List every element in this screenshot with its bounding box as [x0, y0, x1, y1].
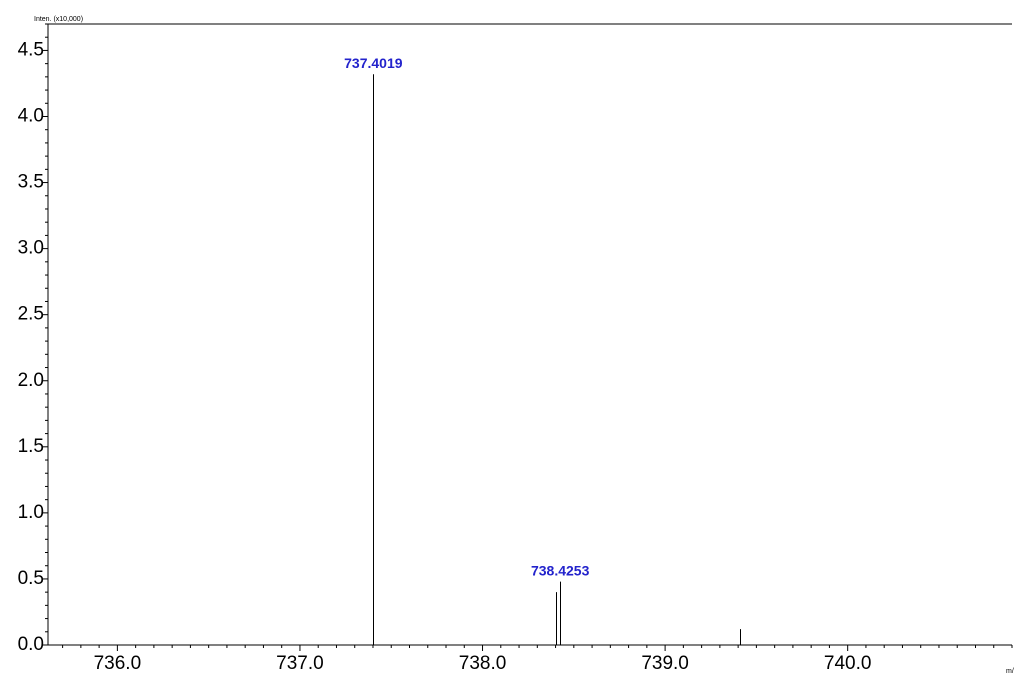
- y-axis-ticks: 0.0 0.5 1.0 1.5 2.0 2.5 3.0 3.5 4.0 4.5: [18, 23, 48, 655]
- y-tick-label: 3.0: [18, 238, 44, 259]
- y-tick-label: 4.0: [18, 106, 44, 127]
- peak-label: 737.4019: [344, 55, 403, 71]
- chart-axes: [47, 23, 1012, 646]
- x-tick-label: 736.0: [94, 653, 142, 674]
- peak-annotations: 737.4019 738.4253: [344, 55, 589, 578]
- y-tick-label: 4.5: [18, 39, 44, 60]
- x-tick-label: 740.0: [824, 653, 872, 674]
- peak-series: [373, 74, 741, 645]
- y-axis-label: Inten. (x10,000): [34, 16, 83, 23]
- x-axis-label: m/: [1006, 668, 1014, 675]
- y-tick-label: 0.0: [18, 634, 44, 655]
- y-tick-label: 2.5: [18, 304, 44, 325]
- x-tick-label: 737.0: [276, 653, 324, 674]
- x-tick-label: 738.0: [459, 653, 507, 674]
- peak-label: 738.4253: [531, 563, 590, 579]
- y-tick-label: 1.5: [18, 436, 44, 457]
- y-tick-label: 2.0: [18, 370, 44, 391]
- x-axis-ticks: 736.0 737.0 738.0 739.0 740.0: [62, 645, 1013, 674]
- y-tick-label: 3.5: [18, 172, 44, 193]
- y-tick-label: 0.5: [18, 568, 44, 589]
- x-tick-label: 739.0: [641, 653, 689, 674]
- y-tick-label: 1.0: [18, 502, 44, 523]
